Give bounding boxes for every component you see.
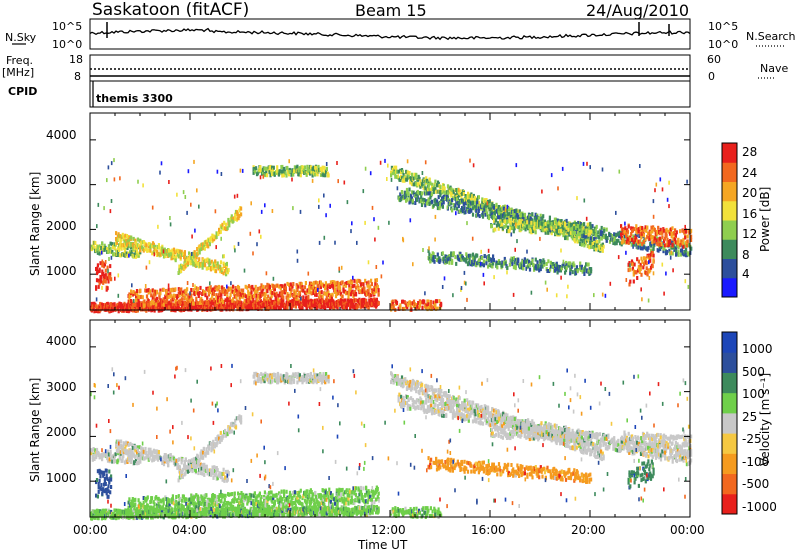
power-ytick-4000: 4000 (46, 128, 77, 142)
xtick-0800: 08:00 (272, 523, 307, 537)
power-colorbar-segment (722, 239, 737, 259)
cpid-label: CPID (8, 85, 38, 98)
power-cb-tick-16: 16 (742, 207, 758, 221)
vel-cb-tick-minus500: -500 (742, 477, 770, 491)
xtick-0000-b: 00:00 (670, 523, 705, 537)
freq-tick-low: 8 (74, 70, 81, 83)
power-ytick-1000: 1000 (46, 264, 77, 278)
power-colorbar-segment (722, 143, 737, 163)
nsky-label: N.Sky (5, 31, 37, 44)
velocity-ytick-3000: 3000 (46, 380, 77, 394)
velocity-colorbar-segment (722, 412, 737, 434)
xtick-1600: 16:00 (471, 523, 506, 537)
vel-cb-tick-minus100: -100 (742, 455, 770, 469)
freq-label-1: Freq. (6, 54, 34, 67)
vel-cb-tick-1000: 1000 (742, 342, 773, 356)
power-colorbar-label: Power [dB] (758, 186, 772, 252)
velocity-ytick-4000: 4000 (46, 334, 77, 348)
nsearch-label: N.Search (746, 30, 796, 43)
power-colorbar-frame (721, 142, 738, 298)
power-colorbar-segment (722, 200, 737, 221)
power-colorbar-segment (722, 277, 737, 298)
power-colorbar-segment (722, 181, 737, 202)
nsearch-tick-high: 10^5 (708, 20, 739, 33)
nsky-tick-high: 10^5 (52, 20, 83, 33)
power-ytick-3000: 3000 (46, 173, 77, 187)
cpid-value: themis 3300 (96, 92, 173, 105)
velocity-panel-heatmap-cells (90, 363, 693, 521)
power-panel-ylabel: Slant Range [km] (28, 171, 42, 276)
velocity-colorbar-segment (722, 473, 737, 495)
nsky-panel-frame (89, 18, 691, 50)
power-cb-tick-20: 20 (742, 186, 758, 200)
velocity-colorbar-segment (722, 372, 737, 394)
velocity-colorbar-segment (722, 433, 737, 454)
freq-tick-high: 18 (69, 53, 83, 66)
nsky-trace (89, 27, 691, 41)
freq-label-2: [MHz] (2, 66, 35, 79)
vel-cb-tick-500: 500 (742, 365, 765, 379)
power-colorbar-segment (722, 162, 737, 182)
power-cb-tick-4: 4 (742, 267, 750, 281)
power-cb-tick-8: 8 (742, 248, 750, 262)
xtick-2000: 20:00 (571, 523, 606, 537)
velocity-colorbar-segment (722, 493, 737, 515)
power-panel-background (90, 113, 690, 310)
cpid-panel-frame (89, 80, 691, 108)
nave-tick-high: 60 (707, 53, 721, 66)
x-axis-label: Time UT (358, 538, 408, 552)
nsearch-tick-low: 10^0 (708, 38, 739, 51)
power-ytick-2000: 2000 (46, 219, 77, 233)
freq-panel-frame (89, 54, 691, 82)
nave-tick-low: 0 (708, 70, 715, 83)
power-cb-tick-12: 12 (742, 227, 758, 241)
station-title: Saskatoon (fitACF) (92, 0, 250, 20)
xtick-0400: 04:00 (172, 523, 207, 537)
power-colorbar-segment (722, 220, 737, 240)
xtick-1200: 12:00 (371, 523, 406, 537)
velocity-ytick-1000: 1000 (46, 471, 77, 485)
velocity-colorbar-frame (721, 331, 738, 515)
vel-cb-tick-25: 25 (742, 410, 758, 424)
velocity-ytick-2000: 2000 (46, 425, 77, 439)
velocity-colorbar-segment (722, 453, 737, 475)
xtick-0000-a: 00:00 (73, 523, 108, 537)
velocity-panel-background (90, 320, 690, 517)
nsky-tick-low: 10^0 (52, 38, 83, 51)
power-panel-heatmap-cells (90, 158, 693, 314)
vel-cb-tick-minus1000: -1000 (742, 500, 777, 514)
velocity-colorbar-segment (722, 352, 737, 373)
power-cb-tick-28: 28 (742, 145, 758, 159)
velocity-colorbar-segment (722, 392, 737, 414)
power-cb-tick-24: 24 (742, 166, 758, 180)
velocity-panel-ylabel: Slant Range [km] (28, 377, 42, 482)
date-title: 24/Aug/2010 (586, 1, 690, 20)
velocity-colorbar-segment (722, 332, 737, 353)
nave-label: Nave (760, 62, 789, 75)
beam-title: Beam 15 (355, 1, 427, 20)
power-colorbar-segment (722, 258, 737, 279)
vel-cb-tick-100: 100 (742, 387, 765, 401)
vel-cb-tick-minus25: -25 (742, 432, 762, 446)
